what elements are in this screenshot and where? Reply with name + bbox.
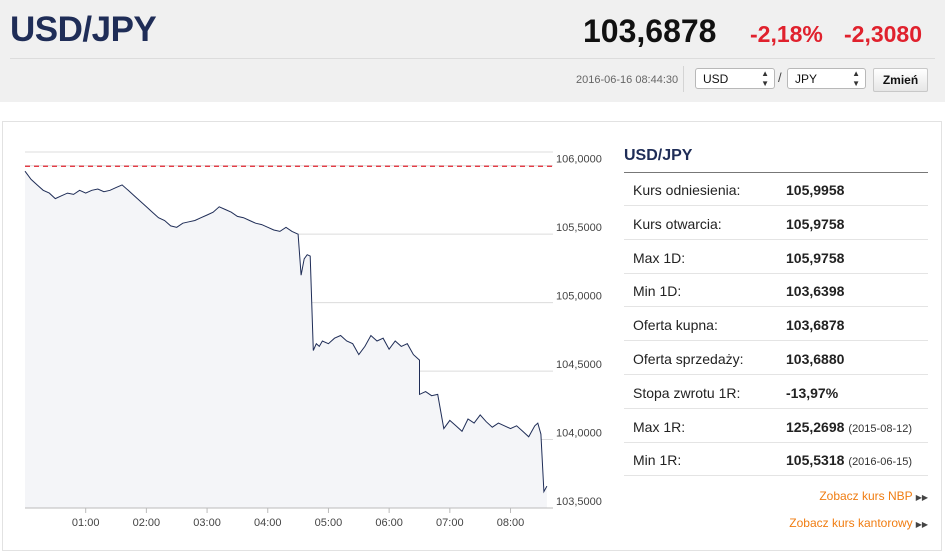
- toolbar-divider: [683, 66, 684, 92]
- stats-row: Min 1R: 105,5318 (2016-06-15): [624, 443, 928, 477]
- x-tick-label: 02:00: [133, 517, 161, 529]
- change-absolute: -2,3080: [844, 21, 923, 47]
- stats-value-number: 103,6398: [786, 283, 845, 300]
- quote-timestamp: 2016-06-16 08:44:30: [576, 74, 679, 86]
- stats-value-number: 105,9958: [786, 182, 845, 198]
- change-button[interactable]: Zmień: [873, 68, 928, 92]
- x-tick-label: 04:00: [254, 517, 282, 529]
- nbp-rate-link[interactable]: Zobacz kurs NBP ▶▶: [819, 489, 928, 503]
- stats-label: Kurs odniesienia:: [633, 182, 741, 198]
- stats-label: Kurs otwarcia:: [633, 215, 722, 232]
- stats-row: Oferta sprzedaży: 103,6880: [624, 342, 928, 375]
- stats-label: Min 1R:: [633, 452, 682, 469]
- base-currency-value: USD: [703, 72, 729, 86]
- header-divider: [10, 58, 935, 59]
- stats-value: 105,9758: [786, 216, 844, 232]
- stats-value-number: -13,97%: [786, 384, 839, 401]
- x-tick-label: 07:00: [436, 517, 464, 529]
- stats-label: Min 1D:: [633, 283, 682, 300]
- x-tick-label: 08:00: [497, 517, 525, 529]
- double-arrow-icon: ▶▶: [915, 493, 928, 502]
- stats-value: 125,2698 (2015-08-12): [786, 419, 912, 435]
- y-tick-label: 105,0000: [556, 291, 602, 303]
- stats-value: -13,97%: [786, 385, 838, 401]
- stats-value-number: 103,6878: [786, 317, 845, 334]
- base-currency-select[interactable]: USD ▲ ▼: [695, 68, 775, 89]
- stats-label: Stopa zwrotu 1R:: [633, 384, 741, 401]
- stats-row: Max 1D: 105,9758: [624, 241, 928, 274]
- stats-date: (2016-06-15): [848, 456, 912, 469]
- exchange-rate-link[interactable]: Zobacz kurs kantorowy ▶▶: [789, 516, 928, 530]
- stats-row: Min 1D: 103,6398: [624, 274, 928, 308]
- stats-value: 103,6398: [786, 283, 844, 299]
- stats-value-number: 105,5318: [786, 452, 845, 469]
- exchange-rate-link-label: Zobacz kurs kantorowy: [789, 516, 913, 530]
- x-tick-label: 03:00: [193, 517, 221, 529]
- stats-label: Max 1R:: [633, 418, 686, 435]
- stats-value: 105,5318 (2016-06-15): [786, 452, 912, 468]
- sidebar-title: USD/JPY: [624, 147, 693, 164]
- stats-row: Kurs odniesienia: 105,9958: [624, 173, 928, 206]
- change-percent: -2,18%: [750, 21, 823, 47]
- series-line: [24, 170, 548, 494]
- sidebar-divider: [624, 172, 928, 173]
- quote-currency-select[interactable]: JPY ▲ ▼: [787, 68, 866, 89]
- stats-value-number: 105,9758: [786, 249, 845, 266]
- x-tick-label: 01:00: [72, 517, 100, 529]
- select-arrows-icon: ▲ ▼: [761, 69, 769, 88]
- y-tick-label: 106,0000: [556, 154, 602, 166]
- quote-currency-value: JPY: [795, 72, 818, 86]
- series-area: [25, 171, 547, 508]
- intraday-chart: 106,0000 105,5000 105,0000 104,5000 104,0000…: [24, 151, 602, 529]
- stats-date: (2015-08-12): [848, 422, 912, 435]
- stats-label: Max 1D:: [633, 249, 686, 266]
- stats-label: Oferta kupna:: [633, 317, 718, 334]
- stats-row: Oferta kupna: 103,6878: [624, 308, 928, 342]
- stats-row: Max 1R: 125,2698 (2015-08-12): [624, 410, 928, 443]
- stats-value-number: 105,9758: [786, 215, 845, 232]
- stats-value: 105,9758: [786, 250, 844, 266]
- currency-separator: /: [778, 70, 782, 85]
- y-tick-label: 105,5000: [556, 222, 602, 234]
- x-tick-label: 06:00: [375, 517, 403, 529]
- y-tick-label: 104,5000: [556, 359, 602, 371]
- y-tick-label: 104,0000: [556, 428, 602, 440]
- current-price: 103,6878: [583, 13, 717, 49]
- stats-value-number: 103,6880: [786, 351, 845, 367]
- stats-value: 103,6878: [786, 317, 844, 333]
- pair-title: USD/JPY: [10, 10, 157, 49]
- stats-value: 103,6880: [786, 351, 844, 367]
- y-tick-label: 103,5000: [556, 496, 602, 508]
- double-arrow-icon: ▶▶: [915, 520, 928, 529]
- stats-value: 105,9958: [786, 182, 844, 198]
- select-arrows-icon: ▲ ▼: [852, 69, 860, 88]
- stats-label: Oferta sprzedaży:: [633, 351, 744, 367]
- x-tick-label: 05:00: [315, 517, 343, 529]
- nbp-rate-link-label: Zobacz kurs NBP: [819, 489, 913, 503]
- quote-header: USD/JPY 103,6878 -2,18% -2,3080 2016-06-…: [0, 0, 945, 102]
- stats-row: Kurs otwarcia: 105,9758: [624, 207, 928, 240]
- stats-row: Stopa zwrotu 1R: -13,97%: [624, 376, 928, 409]
- stats-value-number: 125,2698: [786, 418, 845, 435]
